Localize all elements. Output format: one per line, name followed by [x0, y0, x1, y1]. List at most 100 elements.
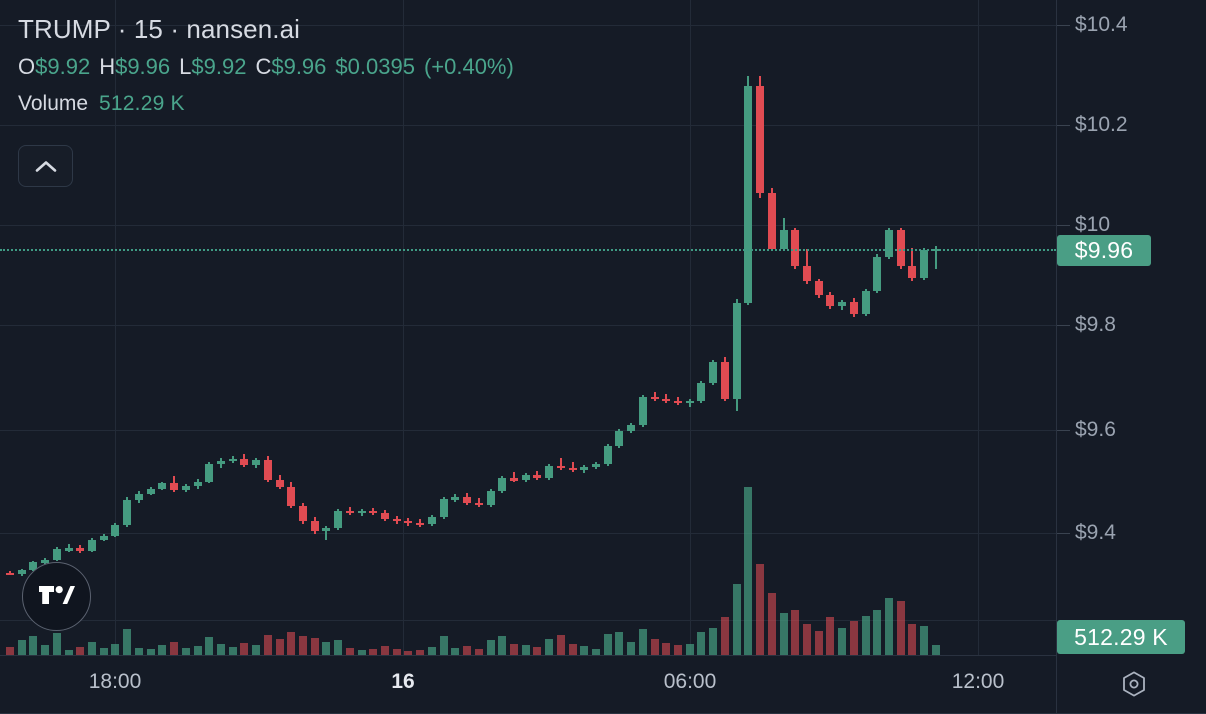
candle-wick: [759, 75, 762, 198]
candle-wick: [618, 429, 621, 448]
candle-wick: [501, 476, 504, 494]
volume-bar-bearish: [240, 642, 249, 655]
volume-bar-bullish: [134, 647, 143, 655]
volume-bar-bullish: [697, 632, 706, 655]
candle-wick: [208, 461, 211, 484]
candle-wick: [841, 300, 844, 311]
candle-wick: [606, 443, 609, 466]
candle-body-bearish: [463, 497, 472, 503]
candle-body-bearish: [509, 478, 518, 481]
candle-body-bearish: [802, 265, 811, 282]
candle-wick: [454, 494, 457, 502]
price-axis-tick: $10: [1075, 213, 1111, 236]
candle-wick: [770, 187, 773, 252]
volume-bar-bearish: [826, 617, 835, 655]
price-axis-tick: $10.4: [1075, 13, 1128, 36]
candle-wick: [630, 423, 633, 434]
grid-line-horizontal: [0, 655, 1056, 656]
volume-bar-bullish: [322, 641, 331, 655]
candle-body-bullish: [498, 478, 507, 492]
candle-body-bearish: [533, 475, 542, 479]
volume-bar-bearish: [908, 624, 917, 655]
candle-wick: [923, 247, 926, 280]
low-label: L: [179, 54, 192, 79]
volume-bar-bullish: [427, 647, 436, 655]
volume-bar-bullish: [216, 643, 225, 655]
candle-wick: [641, 394, 644, 428]
candle-body-bearish: [76, 548, 85, 552]
time-axis-tick: 18:00: [88, 670, 142, 693]
close-label: C: [255, 54, 272, 79]
candle-body-bullish: [427, 516, 436, 524]
candle-body-bullish: [439, 499, 448, 517]
volume-bar-bullish: [205, 637, 214, 655]
candle-wick: [571, 461, 574, 473]
price-axis-tick-mark: [1057, 125, 1070, 126]
candle-wick: [512, 472, 515, 483]
volume-bar-bullish: [603, 633, 612, 655]
high-label: H: [99, 54, 116, 79]
collapse-legend-button[interactable]: [18, 145, 73, 187]
volume-bar-bearish: [756, 564, 765, 655]
candle-wick: [583, 464, 586, 474]
candle-body-bullish: [779, 230, 788, 249]
candle-wick: [888, 228, 890, 259]
change-absolute: $0.0395: [335, 54, 415, 79]
volume-bar-bullish: [779, 613, 788, 655]
volume-bar-bullish: [486, 639, 495, 655]
price-axis-tick: $10.2: [1075, 113, 1128, 136]
volume-bar-bullish: [111, 643, 120, 655]
candle-body-bearish: [826, 295, 835, 307]
candle-body-bullish: [181, 486, 190, 491]
current-price-line: [0, 248, 1056, 251]
price-axis-tick: $9.6: [1075, 418, 1116, 441]
grid-line-vertical: [690, 0, 691, 655]
volume-bar-bearish: [849, 620, 858, 655]
open-label: O: [18, 54, 36, 79]
candle-wick: [255, 457, 258, 468]
candle-wick: [829, 292, 832, 310]
candle-body-bullish: [205, 463, 214, 483]
page-title: TRUMP · 15 · nansen.ai: [18, 14, 301, 44]
candle-wick: [665, 393, 668, 403]
volume-bar-bearish: [76, 647, 85, 655]
candle-wick: [466, 493, 469, 505]
volume-bar-bullish: [498, 636, 507, 655]
volume-bar-bearish: [287, 632, 296, 655]
candle-wick: [243, 453, 246, 467]
candle-wick: [653, 391, 656, 401]
candle-body-bullish: [228, 458, 237, 462]
candle-wick: [536, 471, 539, 481]
candle-body-bearish: [662, 398, 671, 402]
tradingview-logo[interactable]: [22, 562, 91, 631]
candle-body-bullish: [873, 256, 882, 292]
current-volume-badge: 512.29 K: [1057, 620, 1185, 654]
candle-body-bullish: [123, 500, 132, 525]
candle-body-bearish: [263, 459, 272, 481]
candle-wick: [372, 507, 375, 515]
open-value: $9.92: [35, 54, 91, 79]
candle-wick: [9, 570, 11, 575]
candle-body-bullish: [88, 540, 97, 552]
volume-bar-bullish: [580, 646, 589, 655]
candle-wick: [688, 398, 691, 407]
price-axis-tick-mark: [1057, 325, 1070, 326]
volume-bar-bearish: [474, 648, 483, 655]
auto-scale-button[interactable]: [1110, 663, 1158, 705]
candle-body-bullish: [134, 494, 143, 501]
volume-bar-bearish: [463, 646, 472, 655]
volume-value: 512.29 K: [99, 92, 185, 115]
volume-bar-bearish: [662, 642, 671, 655]
candle-body-bearish: [767, 192, 776, 249]
candle-wick: [184, 484, 187, 493]
candle-wick: [559, 457, 562, 470]
price-axis-tick: $9.4: [1075, 521, 1116, 544]
hexagon-target-icon: [1123, 671, 1145, 697]
candle-body-bullish: [146, 489, 155, 495]
candle-wick: [735, 299, 738, 412]
candle-wick: [477, 498, 480, 507]
price-axis-tick-mark: [1057, 533, 1070, 534]
volume-bar-bullish: [451, 647, 460, 655]
candle-wick: [278, 475, 281, 490]
